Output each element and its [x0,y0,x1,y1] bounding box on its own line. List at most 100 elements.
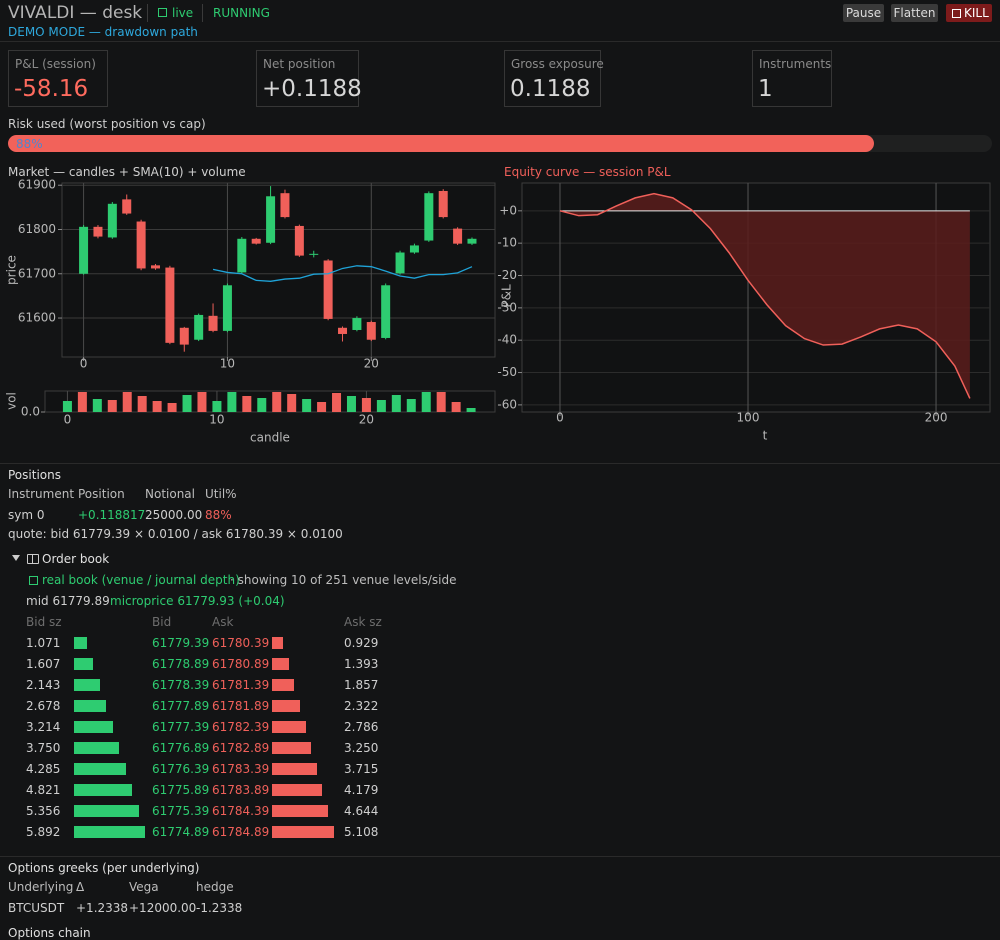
metric-label: Instruments [759,57,832,71]
ask-size: 4.179 [344,783,379,797]
volume-bar [137,396,147,412]
button[interactable]: Pause [843,4,884,22]
button[interactable]: KILL [946,4,992,22]
candle-body [237,238,247,273]
book-microprice: microprice 61779.93 (+0.04) [110,594,285,608]
volume-bar [227,392,237,412]
y-tick-label: -10 [497,236,517,250]
section-title: Order book [42,552,110,566]
button-label[interactable]: KILL [964,6,989,20]
table-cell: +0.118817 [78,508,146,522]
bid-depth-bar [74,637,87,649]
volume-bar [77,392,87,412]
candle-body [323,260,333,319]
y-tick-label: -50 [497,365,517,379]
ask-size: 2.322 [344,699,379,713]
ask-depth-bar [272,637,284,649]
table-cell: BTCUSDT [8,901,65,915]
volume-bar [122,392,132,412]
chart-title: Equity curve — session P&L [504,165,671,179]
ask-size: 1.393 [344,657,379,671]
candle-body [222,285,232,331]
book-showing: · showing 10 of 251 venue levels/side [230,573,457,587]
collapse-toggle[interactable] [12,555,20,561]
ask-size: 2.786 [344,720,379,734]
volume-bar [107,400,117,412]
ask-depth-bar [272,679,295,691]
button-label[interactable]: Pause [845,6,882,20]
candle-body [409,245,419,253]
x-tick-label: 0 [80,357,88,371]
bid-depth-bar [74,805,139,817]
ask-price: 61784.89 [212,825,270,839]
ask-depth-bar [272,658,289,670]
bid-price: 61775.39 [152,804,210,818]
bid-depth-bar [74,763,126,775]
candle-body [136,221,146,269]
button[interactable]: Flatten [891,4,938,22]
bid-size: 4.821 [26,783,61,797]
candle-body [194,314,204,340]
table-header: Instrument [8,487,75,501]
table-header: Bid [152,615,172,629]
ask-price: 61782.39 [212,720,270,734]
candle-body [467,238,477,244]
volume-bar [421,392,431,412]
equity-fill [559,193,970,399]
table-cell: 88% [205,508,232,522]
section-title: Positions [8,468,61,482]
ask-price: 61780.39 [212,636,270,650]
ask-depth-bar [272,742,312,754]
y-tick-label: 61700 [18,266,56,280]
candle-body [79,226,89,274]
table-cell: +12000.00 [129,901,197,915]
ask-depth-bar [272,763,317,775]
ask-depth-bar [272,700,300,712]
bid-price: 61774.89 [152,825,210,839]
x-tick-label: 100 [737,411,760,425]
x-tick-label: 10 [209,413,224,427]
risk-fill [8,135,874,152]
book-source: real book (venue / journal depth) [42,573,240,587]
divider [0,41,1000,42]
section-title: Options greeks (per underlying) [8,861,200,875]
button-label[interactable]: Flatten [893,6,936,20]
ask-price: 61782.89 [212,741,270,755]
candle-body [251,238,261,244]
candle-body [280,193,290,218]
volume-bar [361,398,371,412]
table-header: Ask sz [344,615,382,629]
candle-body [453,228,463,244]
bid-price: 61776.89 [152,741,210,755]
bid-depth-bar [74,658,94,670]
bid-size: 5.892 [26,825,61,839]
candle-body [424,193,434,241]
ask-price: 61780.89 [212,657,270,671]
table-cell: +1.2338 [76,901,129,915]
bid-size: 2.678 [26,699,61,713]
bid-depth-bar [74,700,107,712]
bid-price: 61776.39 [152,762,210,776]
run-status: RUNNING [213,6,270,20]
y-tick-label: 0.0 [21,405,40,419]
bid-price: 61777.39 [152,720,210,734]
book-mid: mid 61779.89 [26,594,110,608]
candle-body [366,322,376,340]
y-axis-label: price [5,255,19,285]
ask-depth-bar [272,721,306,733]
candle-body [338,327,348,334]
candle-body [352,318,362,330]
table-header: Position [78,487,125,501]
y-tick-label: +0 [499,203,517,217]
volume-bar [92,399,102,412]
table-header: Δ [76,880,85,894]
x-tick-label: 200 [925,411,948,425]
candle-body [266,196,276,243]
candle-body [294,225,304,256]
divider [0,856,1000,857]
sma-line [212,265,473,282]
ask-depth-bar [272,826,334,838]
bid-depth-bar [74,721,113,733]
mode-banner: DEMO MODE — drawdown path [8,25,198,39]
